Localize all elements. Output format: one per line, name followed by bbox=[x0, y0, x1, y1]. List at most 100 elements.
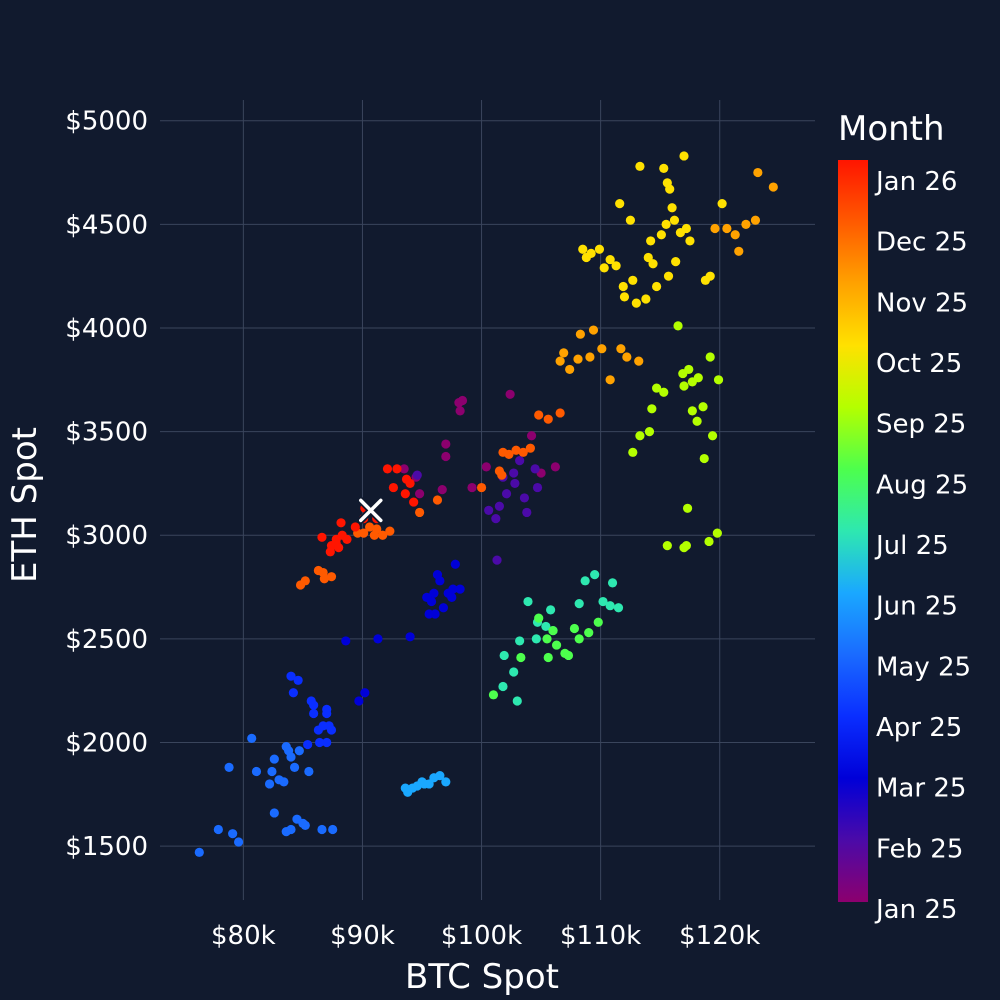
grid-layer bbox=[160, 100, 815, 900]
data-point bbox=[303, 739, 313, 750]
data-point bbox=[555, 356, 565, 366]
data-point bbox=[505, 389, 515, 399]
data-point bbox=[293, 675, 303, 685]
data-point bbox=[613, 603, 624, 613]
data-point bbox=[279, 777, 289, 787]
data-point bbox=[669, 215, 680, 225]
data-point bbox=[336, 518, 346, 528]
data-point bbox=[692, 416, 702, 426]
data-point bbox=[605, 375, 615, 385]
data-point bbox=[631, 298, 641, 308]
data-point bbox=[360, 688, 370, 698]
data-point bbox=[309, 708, 319, 719]
data-point bbox=[578, 244, 588, 254]
colorbar-label: Feb 25 bbox=[876, 834, 963, 864]
colorbar-label: Dec 25 bbox=[876, 228, 968, 258]
data-point bbox=[643, 252, 653, 263]
data-point bbox=[512, 696, 522, 706]
data-point bbox=[712, 528, 722, 538]
data-point bbox=[574, 599, 584, 609]
y-tick-label: $4500 bbox=[65, 210, 148, 240]
data-point bbox=[447, 592, 457, 603]
data-point bbox=[659, 163, 669, 173]
y-tick-label: $4000 bbox=[65, 314, 148, 344]
data-point bbox=[687, 406, 697, 416]
data-point bbox=[625, 215, 636, 225]
data-point bbox=[753, 167, 763, 178]
y-tick-labels: $1500 $2000 $2500 $3000 $3500 $4000 $4500 $5000 bbox=[65, 107, 148, 862]
data-point bbox=[594, 244, 605, 254]
data-point bbox=[334, 543, 344, 553]
colorbar-label: Mar 25 bbox=[876, 774, 966, 804]
data-point bbox=[656, 230, 666, 240]
data-point bbox=[599, 263, 609, 273]
data-point bbox=[546, 605, 556, 615]
data-point bbox=[667, 203, 677, 213]
data-point bbox=[523, 596, 533, 607]
data-point bbox=[618, 281, 628, 292]
data-point bbox=[288, 688, 298, 698]
data-point bbox=[350, 522, 360, 532]
data-point bbox=[534, 410, 544, 420]
data-point bbox=[388, 482, 399, 493]
data-point bbox=[705, 352, 715, 362]
data-point bbox=[501, 489, 512, 499]
data-point bbox=[412, 781, 422, 791]
data-point bbox=[671, 257, 681, 267]
y-tick-label: $5000 bbox=[65, 107, 148, 137]
data-point bbox=[510, 478, 520, 489]
data-point bbox=[484, 505, 494, 515]
data-point bbox=[322, 737, 332, 748]
data-point bbox=[498, 681, 508, 692]
current-position-marker bbox=[357, 496, 385, 524]
data-point bbox=[304, 766, 314, 777]
data-point bbox=[707, 431, 718, 441]
data-point bbox=[605, 601, 615, 611]
data-point bbox=[454, 397, 464, 408]
data-point bbox=[698, 402, 708, 412]
data-point bbox=[534, 613, 544, 623]
data-point bbox=[318, 721, 328, 731]
data-point bbox=[673, 321, 683, 331]
x-tick-label: $80k bbox=[211, 921, 276, 951]
data-point bbox=[648, 259, 658, 269]
colorbar-label: Jan 26 bbox=[874, 167, 957, 197]
data-point bbox=[455, 406, 465, 416]
data-point bbox=[663, 271, 674, 281]
data-point bbox=[647, 404, 657, 414]
data-point bbox=[284, 746, 294, 756]
data-point bbox=[730, 230, 740, 240]
data-point bbox=[281, 827, 291, 837]
data-point bbox=[412, 470, 422, 480]
data-point bbox=[522, 507, 532, 518]
data-point bbox=[319, 574, 329, 584]
data-point bbox=[635, 431, 645, 441]
data-point bbox=[300, 576, 310, 586]
y-tick-label: $2000 bbox=[65, 728, 148, 758]
data-point bbox=[622, 352, 632, 362]
data-point bbox=[441, 451, 451, 462]
data-point bbox=[385, 526, 395, 536]
colorbar-label: Sep 25 bbox=[876, 410, 966, 440]
data-point bbox=[298, 818, 308, 828]
y-tick-label: $3000 bbox=[65, 521, 148, 551]
data-point bbox=[450, 559, 460, 569]
data-point bbox=[432, 495, 443, 505]
data-point bbox=[488, 690, 499, 700]
data-point bbox=[467, 482, 477, 493]
data-point bbox=[575, 329, 585, 339]
data-point bbox=[476, 482, 487, 493]
data-point bbox=[555, 408, 565, 418]
colorbar-labels: Jan 26 Dec 25 Nov 25 Oct 25 Sep 25 Aug 25 Jul … bbox=[874, 167, 971, 925]
data-point bbox=[679, 543, 689, 553]
data-point bbox=[682, 503, 693, 513]
data-point bbox=[409, 497, 419, 507]
data-point bbox=[247, 733, 257, 743]
data-point bbox=[705, 271, 715, 281]
data-point bbox=[526, 431, 537, 441]
data-point bbox=[661, 219, 671, 229]
data-point bbox=[392, 464, 402, 474]
data-point bbox=[652, 281, 662, 292]
colorbar-label: Jul 25 bbox=[874, 531, 949, 561]
